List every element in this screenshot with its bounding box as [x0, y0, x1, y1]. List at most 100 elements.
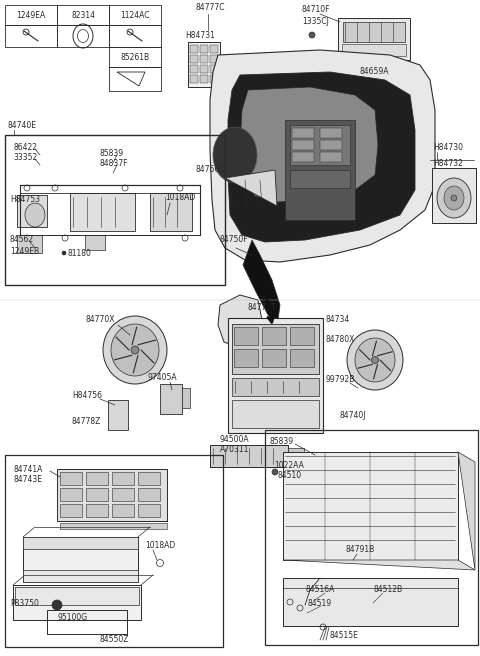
Text: 1124AC: 1124AC — [120, 10, 150, 20]
Text: 84550Z: 84550Z — [99, 634, 129, 644]
Bar — [47, 610, 127, 634]
Bar — [285, 120, 355, 220]
Bar — [210, 75, 218, 83]
Bar — [70, 193, 135, 231]
Text: 94500A: 94500A — [220, 436, 250, 445]
Text: 85839: 85839 — [100, 148, 124, 157]
Bar — [188, 42, 220, 87]
Bar — [57, 5, 109, 25]
Text: 84743E: 84743E — [13, 476, 42, 485]
Bar — [86, 504, 108, 517]
PathPatch shape — [218, 295, 262, 348]
Bar — [290, 327, 314, 345]
Ellipse shape — [451, 195, 457, 201]
Ellipse shape — [309, 32, 315, 38]
Bar — [320, 140, 342, 150]
Bar — [5, 135, 225, 285]
Text: 86422: 86422 — [13, 142, 37, 152]
Bar — [109, 25, 161, 47]
Text: 81180: 81180 — [67, 249, 91, 258]
Bar — [320, 128, 342, 138]
Bar — [17, 235, 42, 253]
Text: 85839: 85839 — [270, 438, 294, 447]
Bar — [60, 472, 82, 485]
Bar — [283, 578, 458, 626]
Text: H84731: H84731 — [185, 30, 215, 39]
Bar — [290, 349, 314, 367]
Text: 1335CJ: 1335CJ — [302, 18, 329, 26]
Ellipse shape — [372, 78, 380, 86]
PathPatch shape — [210, 50, 435, 262]
Bar — [112, 488, 134, 501]
Text: 84510: 84510 — [278, 472, 302, 480]
Text: 97405A: 97405A — [148, 373, 178, 382]
Text: 84766C: 84766C — [195, 165, 225, 174]
Bar — [228, 318, 323, 433]
Text: 84741A: 84741A — [13, 464, 42, 474]
Bar — [290, 125, 350, 165]
Bar — [190, 65, 198, 73]
Text: 84512B: 84512B — [373, 586, 402, 594]
Text: 84659A: 84659A — [360, 68, 389, 77]
Text: 84519: 84519 — [307, 598, 331, 607]
Bar — [138, 472, 160, 485]
Text: 84837F: 84837F — [100, 159, 129, 167]
Bar — [150, 193, 192, 231]
Bar — [60, 504, 82, 517]
Text: H84730: H84730 — [433, 144, 463, 152]
Text: 1018AD: 1018AD — [165, 192, 195, 201]
Bar — [5, 25, 57, 47]
Text: 1249EB: 1249EB — [10, 247, 39, 256]
Text: H84753: H84753 — [10, 195, 40, 205]
Bar — [60, 523, 167, 529]
Ellipse shape — [25, 203, 45, 227]
Bar — [290, 170, 350, 188]
PathPatch shape — [225, 170, 277, 206]
Ellipse shape — [111, 324, 159, 376]
Bar — [85, 235, 105, 250]
Bar — [23, 570, 138, 582]
Bar — [160, 384, 182, 414]
Bar — [210, 55, 218, 63]
Text: 82314: 82314 — [71, 10, 95, 20]
Bar — [5, 5, 57, 25]
Text: 84771T: 84771T — [248, 304, 277, 312]
Bar — [86, 488, 108, 501]
Text: 1018AD: 1018AD — [145, 541, 175, 550]
Text: 84780X: 84780X — [325, 335, 354, 344]
Ellipse shape — [444, 186, 464, 210]
Text: 85261B: 85261B — [120, 52, 150, 62]
Text: 84740J: 84740J — [340, 411, 367, 419]
Bar — [23, 537, 138, 549]
Bar — [338, 18, 410, 60]
Bar — [5, 455, 223, 647]
Bar — [288, 448, 304, 464]
Ellipse shape — [131, 346, 139, 354]
Ellipse shape — [52, 600, 62, 610]
Bar — [283, 452, 458, 560]
Ellipse shape — [272, 469, 278, 475]
Bar — [109, 67, 161, 91]
Bar — [182, 388, 190, 408]
Bar — [432, 168, 476, 223]
Text: 95100G: 95100G — [57, 613, 87, 621]
Text: 84516A: 84516A — [305, 586, 335, 594]
PathPatch shape — [240, 87, 378, 202]
Bar — [200, 65, 208, 73]
Text: 84515E: 84515E — [330, 630, 359, 640]
Text: 1249EA: 1249EA — [16, 10, 46, 20]
Bar — [190, 55, 198, 63]
Ellipse shape — [103, 316, 167, 384]
Text: 1022AA: 1022AA — [274, 461, 304, 470]
Text: A70311: A70311 — [220, 445, 250, 455]
Bar — [138, 488, 160, 501]
Text: 84791B: 84791B — [345, 546, 374, 554]
Bar — [210, 65, 218, 73]
Ellipse shape — [372, 356, 379, 363]
Ellipse shape — [437, 178, 471, 218]
Bar — [60, 488, 82, 501]
Text: P83750: P83750 — [10, 598, 39, 607]
Bar — [343, 22, 405, 42]
Ellipse shape — [62, 251, 66, 255]
Bar — [190, 75, 198, 83]
